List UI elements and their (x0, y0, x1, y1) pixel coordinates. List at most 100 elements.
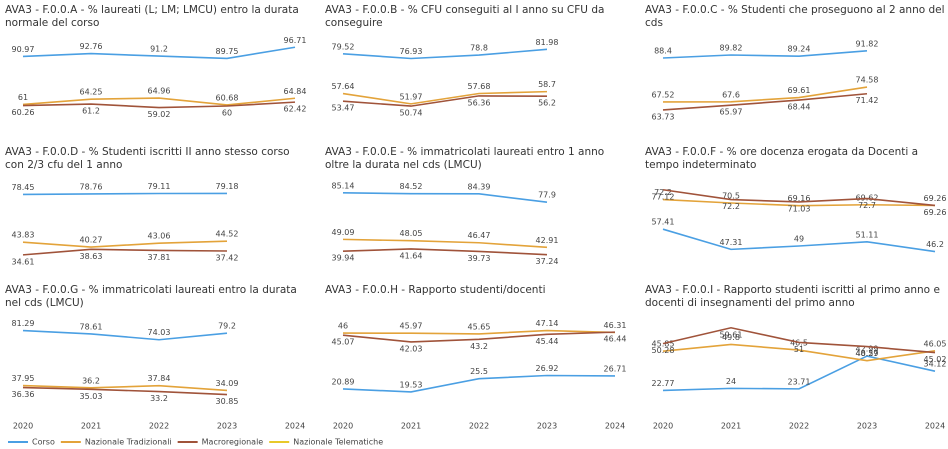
data-label: 71.42 (856, 96, 879, 105)
x-tick-label: 2021 (81, 422, 101, 431)
data-label: 34.09 (216, 379, 239, 388)
data-label: 23.71 (788, 377, 811, 386)
series-line (22, 192, 228, 196)
data-label: 46.2 (926, 240, 944, 249)
data-label: 20.89 (332, 377, 355, 386)
data-label: 89.75 (216, 47, 239, 56)
data-label: 45.65 (468, 322, 491, 331)
data-label: 69.16 (788, 194, 811, 203)
x-tick-label: 2020 (333, 422, 353, 431)
data-label: 77.12 (652, 192, 675, 201)
data-label: 59.02 (148, 110, 171, 119)
data-label: 78.8 (470, 44, 488, 53)
x-tick-label: 2024 (285, 422, 305, 431)
data-label: 63.73 (652, 112, 675, 121)
series-line (342, 329, 616, 335)
legend-label: Corso (32, 438, 55, 447)
data-label: 38.63 (80, 252, 103, 261)
series-line (342, 331, 616, 343)
data-label: 88.4 (654, 47, 672, 56)
x-tick-label: 2020 (13, 422, 33, 431)
data-label: 72.2 (654, 188, 672, 197)
data-label: 43.2 (470, 342, 488, 351)
data-label: 61.2 (82, 107, 100, 116)
data-label: 81.98 (536, 38, 559, 47)
data-label: 37.24 (536, 257, 559, 266)
legend-label: Nazionale Tradizionali (85, 438, 172, 447)
data-label: 22.77 (652, 379, 675, 388)
data-label: 56.36 (468, 98, 491, 107)
data-label: 78.61 (80, 322, 103, 331)
data-label: 77.9 (538, 191, 556, 200)
x-tick-label: 2024 (925, 422, 945, 431)
x-tick-label: 2021 (721, 422, 741, 431)
data-label: 69.26 (924, 208, 947, 217)
data-label: 25.5 (470, 367, 488, 376)
data-label: 64.96 (148, 87, 171, 96)
data-label: 64.25 (80, 88, 103, 97)
series-line (662, 343, 936, 362)
data-label: 81.29 (12, 319, 35, 328)
data-label: 40.29 (856, 349, 879, 358)
data-label: 62.42 (284, 105, 307, 114)
series-line (22, 386, 228, 396)
data-label: 39.94 (332, 254, 355, 263)
legend-label: Nazionale Telematiche (293, 438, 383, 447)
data-label: 89.24 (788, 45, 811, 54)
data-label: 51 (794, 345, 804, 354)
data-label: 42.91 (536, 236, 559, 245)
data-label: 57.68 (468, 82, 491, 91)
panel-title: AVA3 - F.0.0.B - % CFU conseguiti al I a… (325, 4, 605, 29)
series-line (22, 101, 296, 109)
panel-title: AVA3 - F.0.0.F - % ore docenza erogata d… (645, 146, 919, 171)
series-line (342, 48, 548, 60)
data-label: 60.26 (12, 108, 35, 117)
data-label: 57.41 (652, 218, 675, 227)
data-label: 42.99 (856, 345, 879, 354)
x-tick-label: 2023 (217, 422, 237, 431)
data-label: 37.81 (148, 253, 171, 262)
data-label: 19.53 (400, 380, 423, 389)
data-label: 45.97 (400, 322, 423, 331)
data-label: 26.92 (536, 364, 559, 373)
data-label: 43.06 (148, 232, 171, 241)
x-tick-label: 2020 (653, 422, 673, 431)
data-label: 48.05 (400, 229, 423, 238)
series-line (342, 238, 548, 249)
data-label: 71.03 (788, 204, 811, 213)
x-tick-label: 2023 (537, 422, 557, 431)
series-line (662, 92, 868, 111)
data-label: 84.39 (468, 182, 491, 191)
data-label: 47.31 (720, 238, 743, 247)
data-label: 92.76 (80, 42, 103, 51)
data-label: 40.27 (80, 236, 103, 245)
data-label: 37.84 (148, 374, 171, 383)
x-tick-label: 2022 (469, 422, 489, 431)
data-label: 70.5 (722, 192, 740, 201)
data-label: 79.18 (216, 182, 239, 191)
series-line (342, 374, 616, 393)
data-label: 64.84 (284, 87, 307, 96)
legend-label: Macroregionale (202, 438, 264, 447)
data-label: 69.61 (788, 86, 811, 95)
data-label: 76.93 (400, 47, 423, 56)
data-label: 74.58 (856, 76, 879, 85)
data-label: 72.2 (722, 202, 740, 211)
data-label: 96.71 (284, 36, 307, 45)
data-label: 56.2 (538, 99, 556, 108)
data-label: 44.52 (216, 230, 239, 239)
data-label: 30.85 (216, 397, 239, 406)
data-label: 67.52 (652, 90, 675, 99)
panel-title: AVA3 - F.0.0.D - % Studenti iscritti II … (5, 146, 290, 171)
data-label: 50.74 (400, 109, 423, 118)
series-line (22, 329, 228, 341)
data-label: 79.11 (148, 182, 171, 191)
data-label: 41.64 (400, 251, 423, 260)
panel-title: AVA3 - F.0.0.H - Rapporto studenti/docen… (325, 284, 546, 296)
series-line (662, 50, 868, 59)
data-label: 67.6 (722, 90, 740, 99)
data-label: 34.61 (12, 257, 35, 266)
data-label: 51.11 (856, 230, 879, 239)
data-label: 78.76 (80, 182, 103, 191)
